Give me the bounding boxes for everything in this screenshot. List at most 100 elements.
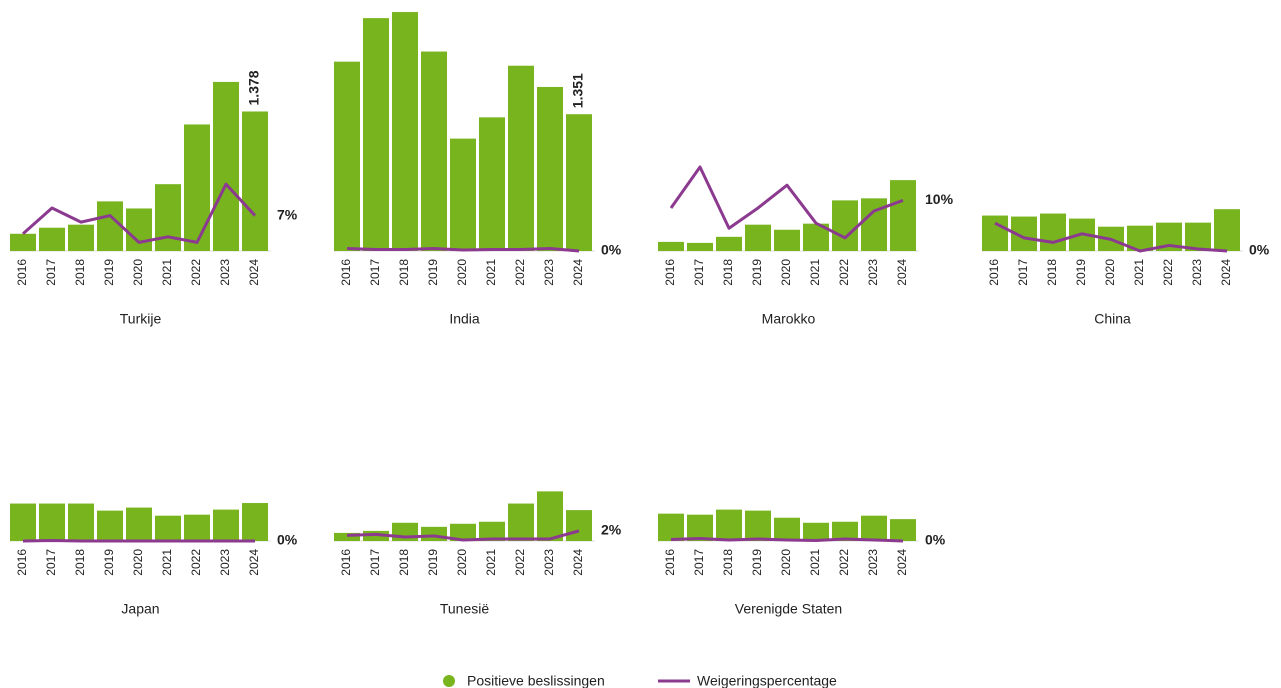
rate-label: 2% — [601, 522, 622, 538]
rate-label: 0% — [277, 532, 298, 548]
bar — [155, 515, 181, 541]
bar — [1214, 209, 1240, 251]
bar — [566, 510, 592, 541]
x-tick-label: 2022 — [189, 259, 203, 286]
bar — [126, 208, 152, 251]
rate-label: 0% — [1249, 242, 1270, 258]
x-tick-label: 2021 — [160, 549, 174, 576]
x-tick-label: 2019 — [102, 259, 116, 286]
x-tick-label: 2023 — [218, 549, 232, 576]
x-tick-label: 2021 — [808, 259, 822, 286]
bar — [184, 514, 210, 541]
x-tick-label: 2017 — [368, 549, 382, 576]
legend-label: Positieve beslissingen — [467, 673, 605, 688]
x-tick-label: 2024 — [247, 549, 261, 576]
x-tick-label: 2023 — [866, 259, 880, 286]
x-tick-label: 2024 — [247, 259, 261, 286]
panel-title: Verenigde Staten — [735, 601, 842, 617]
bar — [39, 227, 65, 251]
rate-label: 7% — [277, 206, 298, 222]
x-tick-label: 2017 — [692, 549, 706, 576]
x-tick-label: 2021 — [1132, 259, 1146, 286]
bar — [479, 117, 505, 251]
bar — [334, 532, 360, 541]
x-tick-label: 2018 — [397, 549, 411, 576]
panel-title: Tunesië — [440, 601, 490, 617]
x-tick-label: 2019 — [102, 549, 116, 576]
bar — [242, 111, 268, 251]
bar — [832, 200, 858, 251]
x-tick-label: 2017 — [44, 259, 58, 286]
x-tick-label: 2018 — [721, 259, 735, 286]
panel-title: China — [1094, 311, 1131, 327]
bar — [803, 522, 829, 541]
bar — [745, 224, 771, 251]
bar — [68, 224, 94, 251]
rate-line — [346, 529, 580, 542]
x-tick-label: 2019 — [1074, 259, 1088, 286]
x-tick-label: 2016 — [15, 549, 29, 576]
panel-title: Marokko — [762, 311, 816, 327]
bar — [68, 503, 94, 541]
x-tick-label: 2019 — [426, 259, 440, 286]
x-tick-label: 2021 — [160, 259, 174, 286]
x-tick-label: 2018 — [73, 259, 87, 286]
x-tick-label: 2023 — [542, 549, 556, 576]
bar — [213, 509, 239, 541]
x-tick-label: 2016 — [987, 259, 1001, 286]
bar — [982, 215, 1008, 251]
bar — [10, 503, 36, 541]
bar — [213, 81, 239, 251]
bar — [890, 519, 916, 541]
x-tick-label: 2020 — [779, 549, 793, 576]
x-tick-label: 2018 — [721, 549, 735, 576]
bar — [184, 124, 210, 251]
bar — [774, 229, 800, 251]
bar — [566, 114, 592, 252]
x-tick-label: 2023 — [866, 549, 880, 576]
bar — [392, 12, 418, 251]
bar — [537, 491, 563, 541]
x-tick-label: 2018 — [397, 259, 411, 286]
rate-line — [346, 246, 580, 253]
x-tick-label: 2016 — [663, 259, 677, 286]
bar — [155, 184, 181, 251]
bar — [126, 507, 152, 541]
x-tick-label: 2020 — [131, 549, 145, 576]
x-tick-label: 2018 — [1045, 259, 1059, 286]
panel-title: Japan — [121, 601, 159, 617]
bar — [450, 138, 476, 251]
rate-line — [22, 538, 255, 543]
x-tick-label: 2016 — [339, 549, 353, 576]
x-tick-label: 2016 — [339, 259, 353, 286]
x-tick-label: 2021 — [484, 549, 498, 576]
x-tick-label: 2019 — [426, 549, 440, 576]
x-tick-label: 2019 — [750, 259, 764, 286]
bar — [479, 521, 505, 541]
bar — [745, 510, 771, 541]
bar — [334, 61, 360, 251]
x-tick-label: 2020 — [779, 259, 793, 286]
value-label: 1.351 — [570, 73, 586, 108]
bar — [450, 523, 476, 541]
panel-title: Turkije — [120, 311, 162, 327]
bar — [10, 233, 36, 251]
bar — [97, 201, 123, 251]
bar — [508, 503, 534, 541]
x-tick-label: 2022 — [513, 549, 527, 576]
bar — [861, 515, 887, 541]
bar — [363, 18, 389, 251]
x-tick-label: 2020 — [455, 259, 469, 286]
x-tick-label: 2024 — [895, 259, 909, 286]
bar — [774, 517, 800, 541]
x-tick-label: 2017 — [692, 259, 706, 286]
bar — [421, 51, 447, 251]
x-tick-label: 2017 — [368, 259, 382, 286]
x-tick-label: 2023 — [1190, 259, 1204, 286]
x-tick-label: 2021 — [808, 549, 822, 576]
bar — [687, 514, 713, 541]
bar — [508, 65, 534, 252]
bar — [242, 503, 268, 541]
rate-line — [22, 182, 257, 244]
